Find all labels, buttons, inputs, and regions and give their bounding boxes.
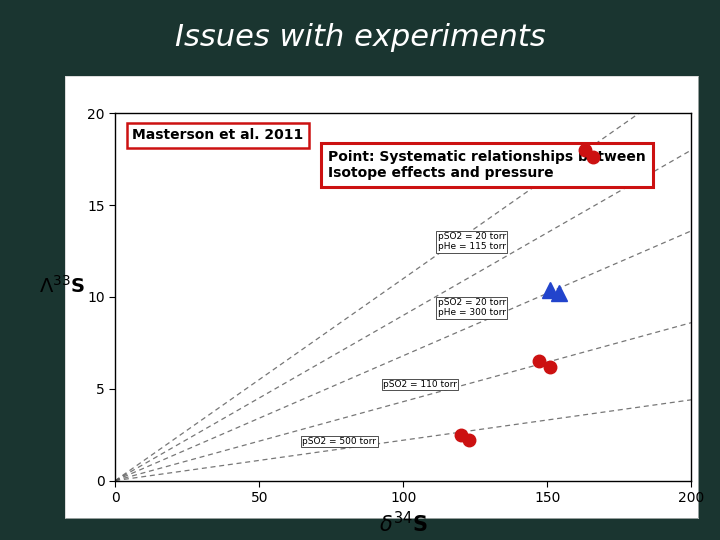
- Text: Issues with experiments: Issues with experiments: [175, 23, 545, 52]
- Text: pSO2 = 20 torr
pHe = 115 torr: pSO2 = 20 torr pHe = 115 torr: [438, 232, 506, 251]
- Text: Masterson et al. 2011: Masterson et al. 2011: [132, 128, 304, 142]
- X-axis label: $\delta^{34}$S: $\delta^{34}$S: [379, 511, 428, 536]
- Text: pSO2 = 500 torr: pSO2 = 500 torr: [302, 437, 377, 446]
- Text: pSO2 = 110 torr: pSO2 = 110 torr: [383, 380, 457, 389]
- Y-axis label: $\Lambda^{33}$S: $\Lambda^{33}$S: [39, 275, 85, 297]
- Text: pSO2 = 20 torr
pHe = 300 torr: pSO2 = 20 torr pHe = 300 torr: [438, 298, 506, 318]
- Text: Point: Systematic relationships between
Isotope effects and pressure: Point: Systematic relationships between …: [328, 150, 646, 180]
